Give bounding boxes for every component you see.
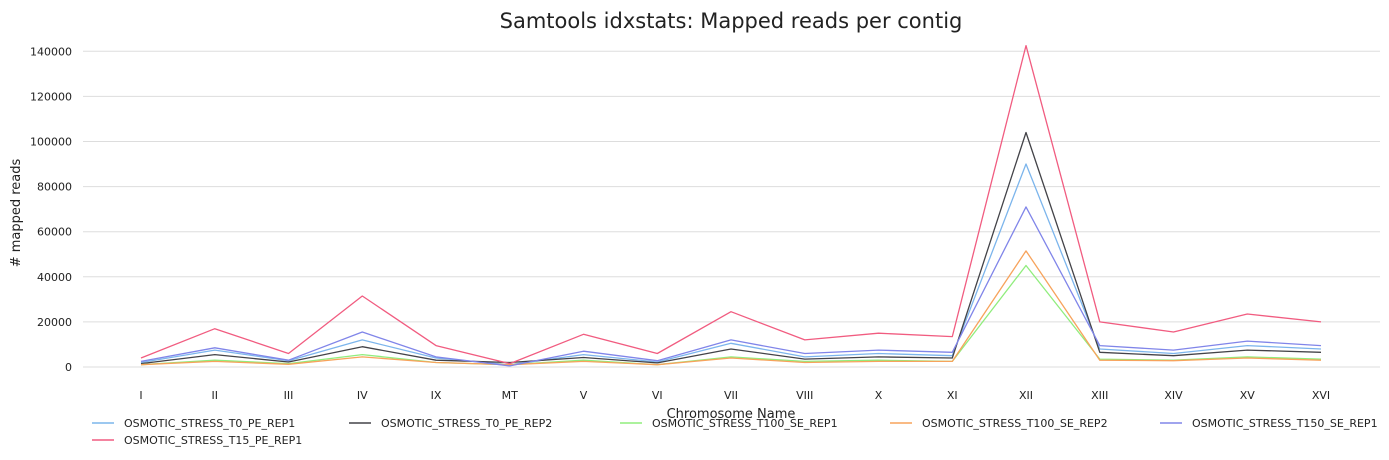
legend-label: OSMOTIC_STRESS_T15_PE_REP1 [124,434,302,447]
legend: OSMOTIC_STRESS_T0_PE_REP1 OSMOTIC_STRESS_… [92,417,1378,447]
series-lines [140,44,1322,367]
y-tick-label: 80000 [37,181,72,194]
y-tick-label: 100000 [30,135,72,148]
x-tick-label: VIII [796,389,813,402]
y-tick-label: 40000 [37,271,72,284]
series-line-5 [140,206,1322,367]
x-tick-label: V [580,389,588,402]
legend-label: OSMOTIC_STRESS_T100_SE_REP2 [922,417,1108,430]
x-tick-label: VI [652,389,663,402]
series-line-2 [140,131,1322,365]
legend-item: OSMOTIC_STRESS_T0_PE_REP1 [92,417,295,430]
grid-lines [83,50,1380,368]
y-tick-label: 120000 [30,90,72,103]
x-tick-label: III [284,389,294,402]
legend-label: OSMOTIC_STRESS_T0_PE_REP1 [124,417,295,430]
y-tick-labels: 0 20000 40000 60000 80000 100000 120000 140000 [30,45,72,374]
x-tick-label: IV [357,389,368,402]
x-tick-label: XVI [1312,389,1330,402]
x-tick-label: II [212,389,219,402]
x-tick-label: VII [724,389,738,402]
x-tick-label: XIV [1164,389,1183,402]
series-line-4 [140,250,1322,366]
y-axis-label: # mapped reads [9,158,24,267]
legend-label: OSMOTIC_STRESS_T100_SE_REP1 [652,417,838,430]
x-tick-label: X [875,389,883,402]
x-axis-label: Chromosome Name [667,407,796,422]
x-tick-label: XIII [1091,389,1108,402]
y-tick-label: 60000 [37,226,72,239]
legend-label: OSMOTIC_STRESS_T150_SE_REP1 [1192,417,1378,430]
x-tick-label: XI [947,389,958,402]
x-tick-label: I [139,389,142,402]
legend-item: OSMOTIC_STRESS_T15_PE_REP1 [92,434,302,447]
chart-title: Samtools idxstats: Mapped reads per cont… [500,9,963,33]
y-tick-label: 20000 [37,316,72,329]
legend-item: OSMOTIC_STRESS_T100_SE_REP1 [620,417,838,430]
x-tick-label: IX [431,389,442,402]
legend-item: OSMOTIC_STRESS_T150_SE_REP1 [1160,417,1378,430]
y-tick-label: 0 [65,361,72,374]
y-tick-label: 140000 [30,45,72,58]
series-line-3 [140,264,1322,366]
x-tick-label: XV [1240,389,1256,402]
legend-item: OSMOTIC_STRESS_T100_SE_REP2 [890,417,1108,430]
legend-label: OSMOTIC_STRESS_T0_PE_REP2 [381,417,552,430]
series-line-6 [140,44,1322,365]
legend-item: OSMOTIC_STRESS_T0_PE_REP2 [349,417,552,430]
x-tick-labels: I II III IV IX MT V VI VII VIII X XI XII XIII XIV XV XVI [139,389,1330,402]
series-line-1 [140,163,1322,366]
x-tick-label: XII [1019,389,1033,402]
x-tick-label: MT [502,389,518,402]
